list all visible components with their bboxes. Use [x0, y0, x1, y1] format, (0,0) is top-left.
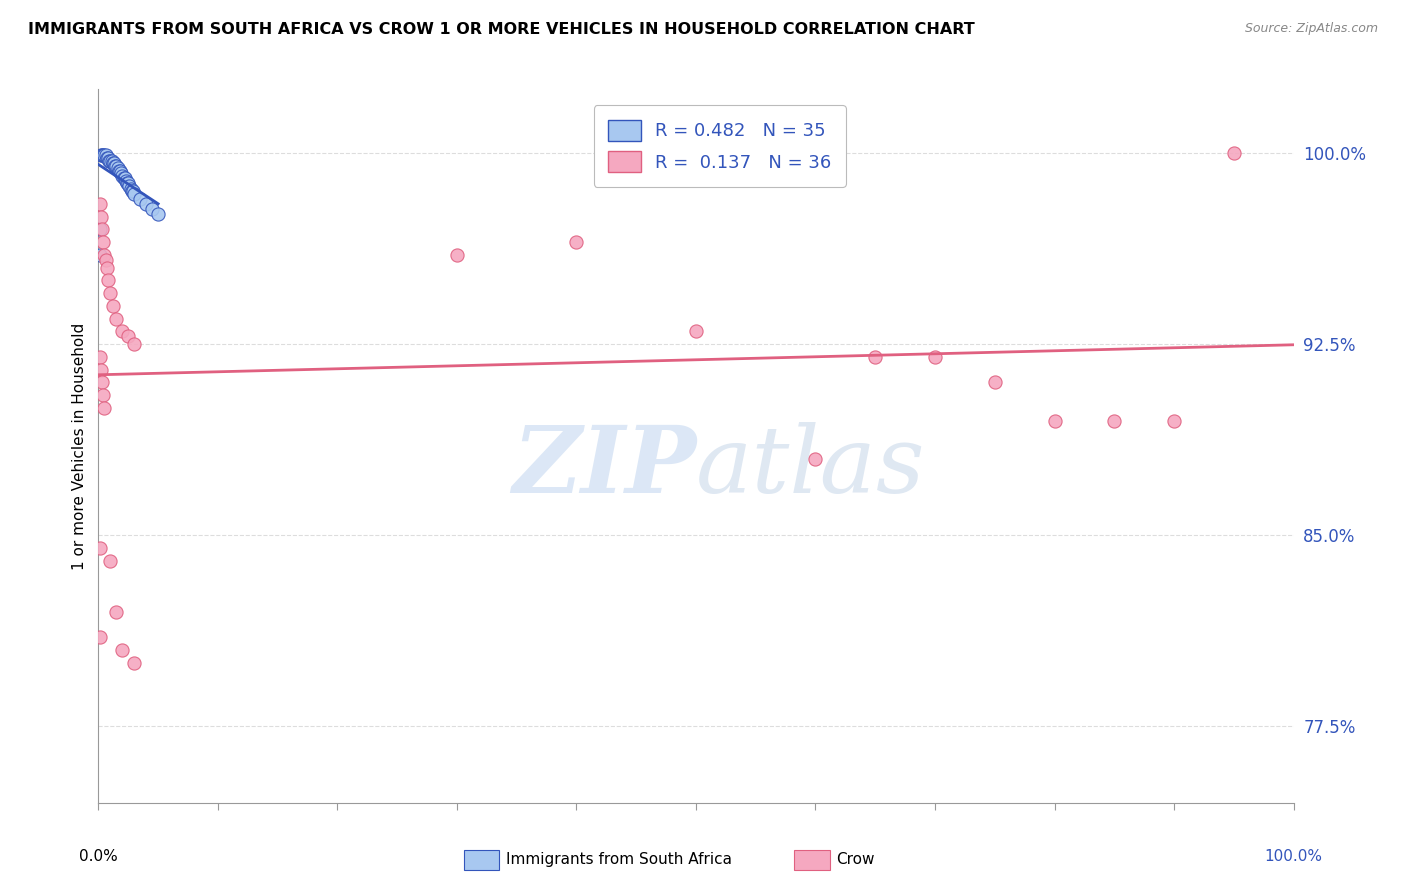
Point — [98, 153, 122, 168]
Point — [91, 222, 114, 236]
Point — [115, 174, 138, 188]
Point — [141, 202, 163, 216]
Text: atlas: atlas — [696, 423, 925, 512]
Point — [93, 401, 115, 415]
Point — [90, 210, 112, 224]
Point — [120, 181, 142, 195]
Point — [101, 299, 124, 313]
Point — [98, 286, 122, 301]
Y-axis label: 1 or more Vehicles in Household: 1 or more Vehicles in Household — [72, 322, 87, 570]
Point — [93, 148, 115, 162]
Text: Immigrants from South Africa: Immigrants from South Africa — [506, 853, 733, 867]
Point — [96, 151, 118, 165]
Point — [90, 362, 112, 376]
Point — [107, 161, 129, 176]
Point — [91, 376, 114, 390]
Point — [129, 192, 152, 206]
Point — [114, 171, 136, 186]
Point — [111, 324, 134, 338]
Point — [98, 153, 121, 168]
Point — [107, 163, 129, 178]
Text: 0.0%: 0.0% — [79, 848, 118, 863]
Text: 100.0%: 100.0% — [1264, 848, 1323, 863]
Point — [94, 252, 117, 267]
Point — [91, 235, 114, 249]
Text: Source: ZipAtlas.com: Source: ZipAtlas.com — [1244, 22, 1378, 36]
Text: IMMIGRANTS FROM SOUTH AFRICA VS CROW 1 OR MORE VEHICLES IN HOUSEHOLD CORRELATION: IMMIGRANTS FROM SOUTH AFRICA VS CROW 1 O… — [28, 22, 974, 37]
Point — [100, 153, 122, 168]
Point — [96, 260, 118, 275]
Point — [1222, 145, 1246, 160]
Point — [89, 222, 111, 236]
Point — [97, 273, 120, 287]
Point — [924, 350, 946, 364]
Point — [112, 171, 135, 186]
Point — [863, 350, 886, 364]
Point — [105, 159, 128, 173]
Point — [124, 186, 146, 201]
Point — [101, 156, 124, 170]
Point — [117, 329, 139, 343]
Point — [804, 451, 827, 466]
Point — [135, 197, 157, 211]
Point — [91, 148, 114, 162]
Point — [110, 166, 132, 180]
Point — [91, 148, 114, 162]
Legend: R = 0.482   N = 35, R =  0.137   N = 36: R = 0.482 N = 35, R = 0.137 N = 36 — [593, 105, 846, 186]
Point — [97, 151, 120, 165]
Point — [94, 148, 117, 162]
Point — [89, 630, 111, 644]
Point — [1102, 413, 1125, 427]
Point — [117, 177, 139, 191]
Point — [89, 541, 111, 555]
Point — [90, 148, 112, 162]
Point — [685, 324, 707, 338]
Point — [121, 184, 143, 198]
Point — [93, 248, 115, 262]
Point — [103, 156, 125, 170]
Point — [89, 197, 111, 211]
Point — [124, 656, 146, 670]
Point — [118, 179, 141, 194]
Text: ZIP: ZIP — [512, 423, 696, 512]
Point — [983, 376, 1005, 390]
Text: Crow: Crow — [837, 853, 875, 867]
Point — [89, 248, 111, 262]
Point — [122, 184, 145, 198]
Point — [104, 159, 127, 173]
Point — [108, 163, 131, 178]
Point — [1043, 413, 1066, 427]
Point — [148, 207, 170, 221]
Point — [1163, 413, 1185, 427]
Point — [91, 388, 114, 402]
Point — [98, 554, 122, 568]
Point — [565, 235, 588, 249]
Point — [446, 248, 468, 262]
Point — [111, 643, 134, 657]
Point — [105, 605, 128, 619]
Point — [111, 169, 134, 183]
Point — [105, 311, 128, 326]
Point — [89, 350, 111, 364]
Point — [124, 337, 146, 351]
Point — [115, 177, 138, 191]
